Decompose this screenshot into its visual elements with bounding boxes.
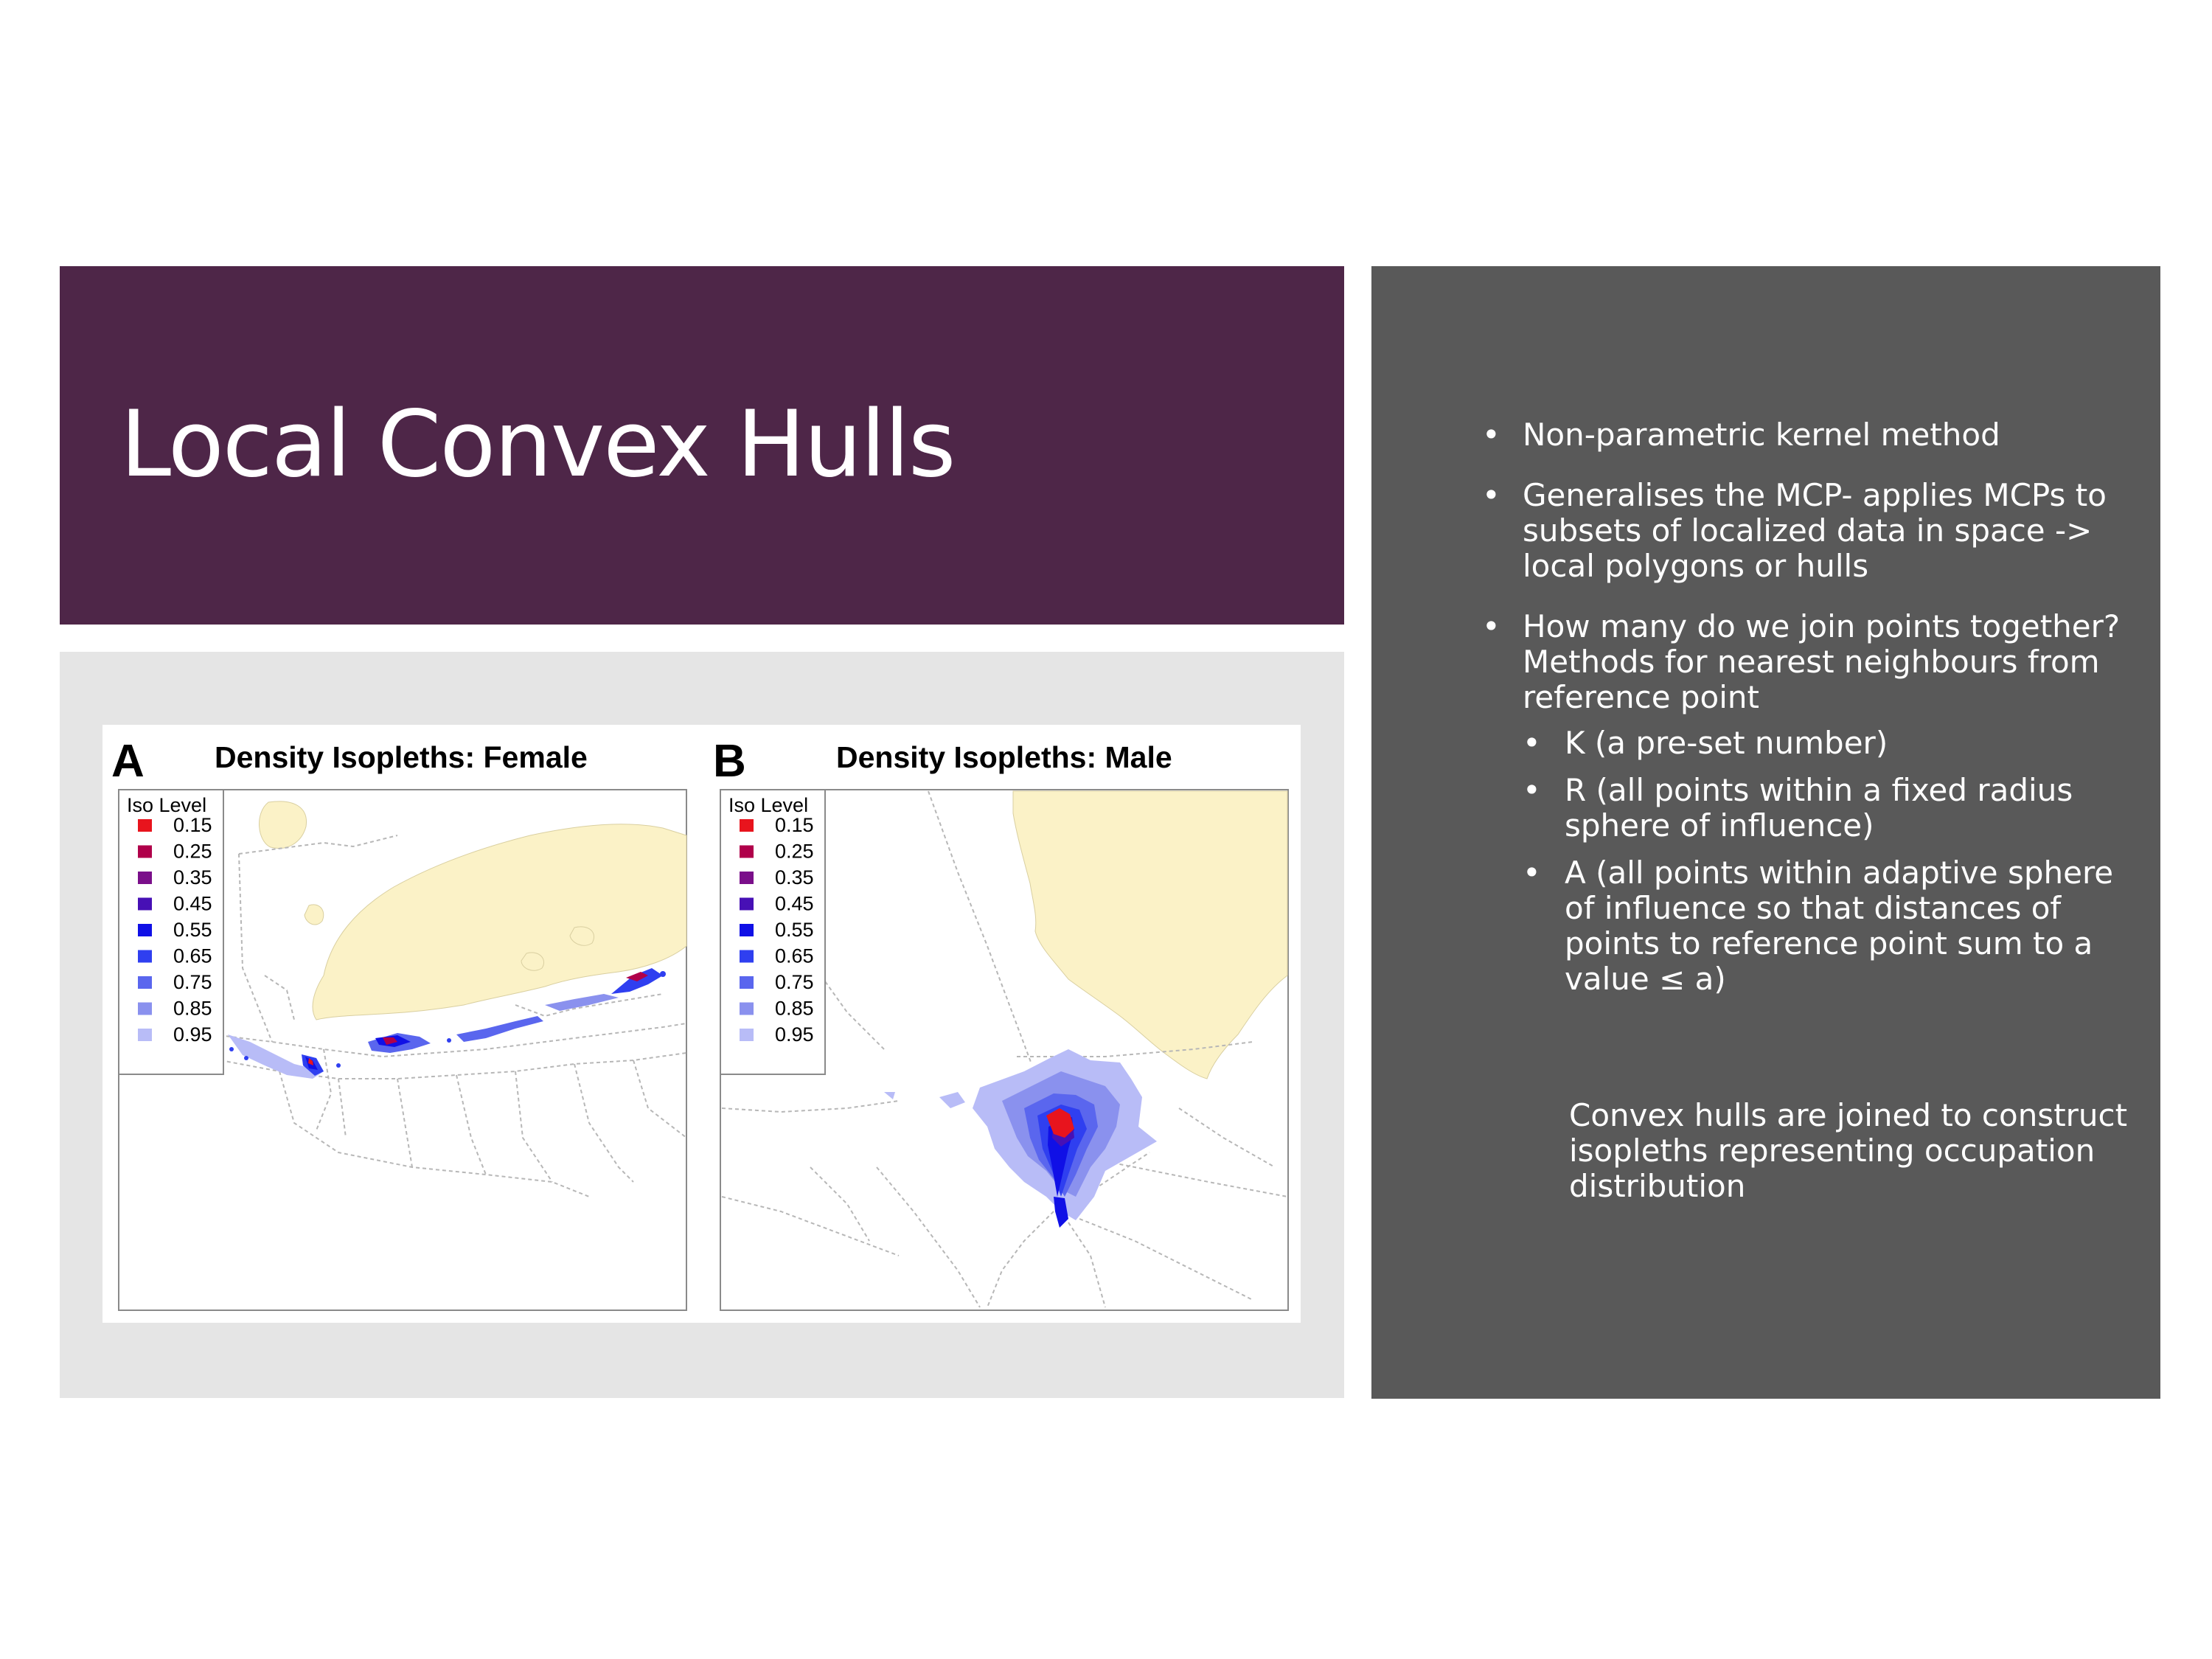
isopleths-male	[884, 1049, 1157, 1228]
bullet-item: Generalises the MCP- applies MCPs to sub…	[1482, 478, 2124, 584]
figure-area: A Density Isopleths: Female	[60, 652, 1344, 1398]
legend-label: 0.25	[173, 841, 212, 863]
legend-label: 0.45	[173, 893, 212, 915]
legend-swatch	[138, 924, 152, 936]
legend-swatch	[138, 1029, 152, 1041]
panel-letter-b: B	[713, 736, 746, 787]
sub-bullet-list: K (a pre-set number) R (all points withi…	[1523, 726, 2124, 997]
legend-label: 0.75	[775, 971, 814, 993]
legend-swatch	[740, 1029, 754, 1041]
legend-male: Iso Level 0.15 0.25 0.35 0.45 0.55 0.65 0.75 0.…	[720, 789, 826, 1075]
legend-label: 0.45	[775, 893, 814, 915]
sub-bullet-text: A (all points within adaptive sphere of …	[1565, 855, 2114, 997]
density-isopleth-figure: A Density Isopleths: Female	[102, 725, 1301, 1323]
legend-female: Iso Level 0.15 0.25 0.35 0.45 0.55 0.65 0.75 0.…	[118, 789, 224, 1075]
legend-swatch	[138, 1002, 152, 1015]
legend-swatch	[740, 897, 754, 911]
legend-swatch	[740, 924, 754, 936]
summary-text: Convex hulls are joined to construct iso…	[1569, 1097, 2128, 1204]
legend-label: 0.15	[775, 814, 814, 836]
legend-swatch	[740, 845, 754, 858]
sub-bullet-text: R (all points within a fixed radius sphe…	[1565, 772, 2073, 844]
legend-swatch	[740, 1002, 754, 1015]
sub-bullet-item: K (a pre-set number)	[1523, 725, 2124, 762]
isopleths-female	[228, 968, 666, 1079]
legend-swatch	[740, 819, 754, 832]
island	[304, 904, 324, 925]
legend-label: 0.65	[173, 945, 212, 967]
legend-swatch	[138, 976, 152, 989]
text-panel: Non-parametric kernel method Generalises…	[1371, 266, 2160, 1399]
bullet-text: Non-parametric kernel method	[1523, 417, 2000, 453]
legend-label: 0.75	[173, 971, 212, 993]
legend-title: Iso Level	[728, 794, 808, 816]
bullet-item: Non-parametric kernel method	[1482, 417, 2124, 453]
legend-swatch	[138, 872, 152, 884]
legend-label: 0.25	[775, 841, 814, 863]
sub-bullet-text: K (a pre-set number)	[1565, 725, 1888, 761]
legend-label: 0.85	[173, 998, 212, 1020]
legend-swatch	[138, 819, 152, 832]
land-mass	[1012, 790, 1288, 1079]
legend-label: 0.95	[775, 1023, 814, 1046]
sub-bullet-item: R (all points within a fixed radius sphe…	[1523, 773, 2124, 844]
legend-swatch	[138, 897, 152, 911]
legend-label: 0.35	[173, 866, 212, 888]
bullet-item: How many do we join points together? Met…	[1482, 609, 2124, 997]
legend-swatch	[138, 950, 152, 963]
panel-a: A Density Isopleths: Female	[111, 736, 687, 1311]
panel-b: B Density Isopleths: Male	[713, 736, 1289, 1311]
legend-title: Iso Level	[127, 794, 206, 816]
legend-label: 0.95	[173, 1023, 212, 1046]
legend-swatch	[740, 950, 754, 963]
isopleth-maps: A Density Isopleths: Female	[111, 736, 1289, 1311]
legend-swatch	[740, 872, 754, 884]
legend-swatch	[138, 845, 152, 858]
sub-bullet-item: A (all points within adaptive sphere of …	[1523, 855, 2124, 997]
bullet-text: How many do we join points together? Met…	[1523, 608, 2121, 715]
slide-title: Local Convex Hulls	[120, 392, 956, 498]
bullet-text: Generalises the MCP- applies MCPs to sub…	[1523, 477, 2107, 584]
legend-label: 0.35	[775, 866, 814, 888]
bullet-list: Non-parametric kernel method Generalises…	[1482, 417, 2124, 1022]
legend-label: 0.85	[775, 998, 814, 1020]
panel-title-male: Density Isopleths: Male	[836, 740, 1172, 774]
legend-label: 0.55	[173, 919, 212, 941]
land-mass	[312, 824, 687, 1020]
legend-swatch	[740, 976, 754, 989]
legend-label: 0.65	[775, 945, 814, 967]
island	[569, 926, 594, 946]
island	[521, 952, 544, 971]
title-banner: Local Convex Hulls	[60, 266, 1344, 625]
boundary-lines	[212, 835, 687, 1197]
island	[259, 801, 307, 849]
panel-title-female: Density Isopleths: Female	[215, 740, 588, 774]
panel-letter-a: A	[111, 736, 145, 787]
legend-label: 0.15	[173, 814, 212, 836]
legend-label: 0.55	[775, 919, 814, 941]
